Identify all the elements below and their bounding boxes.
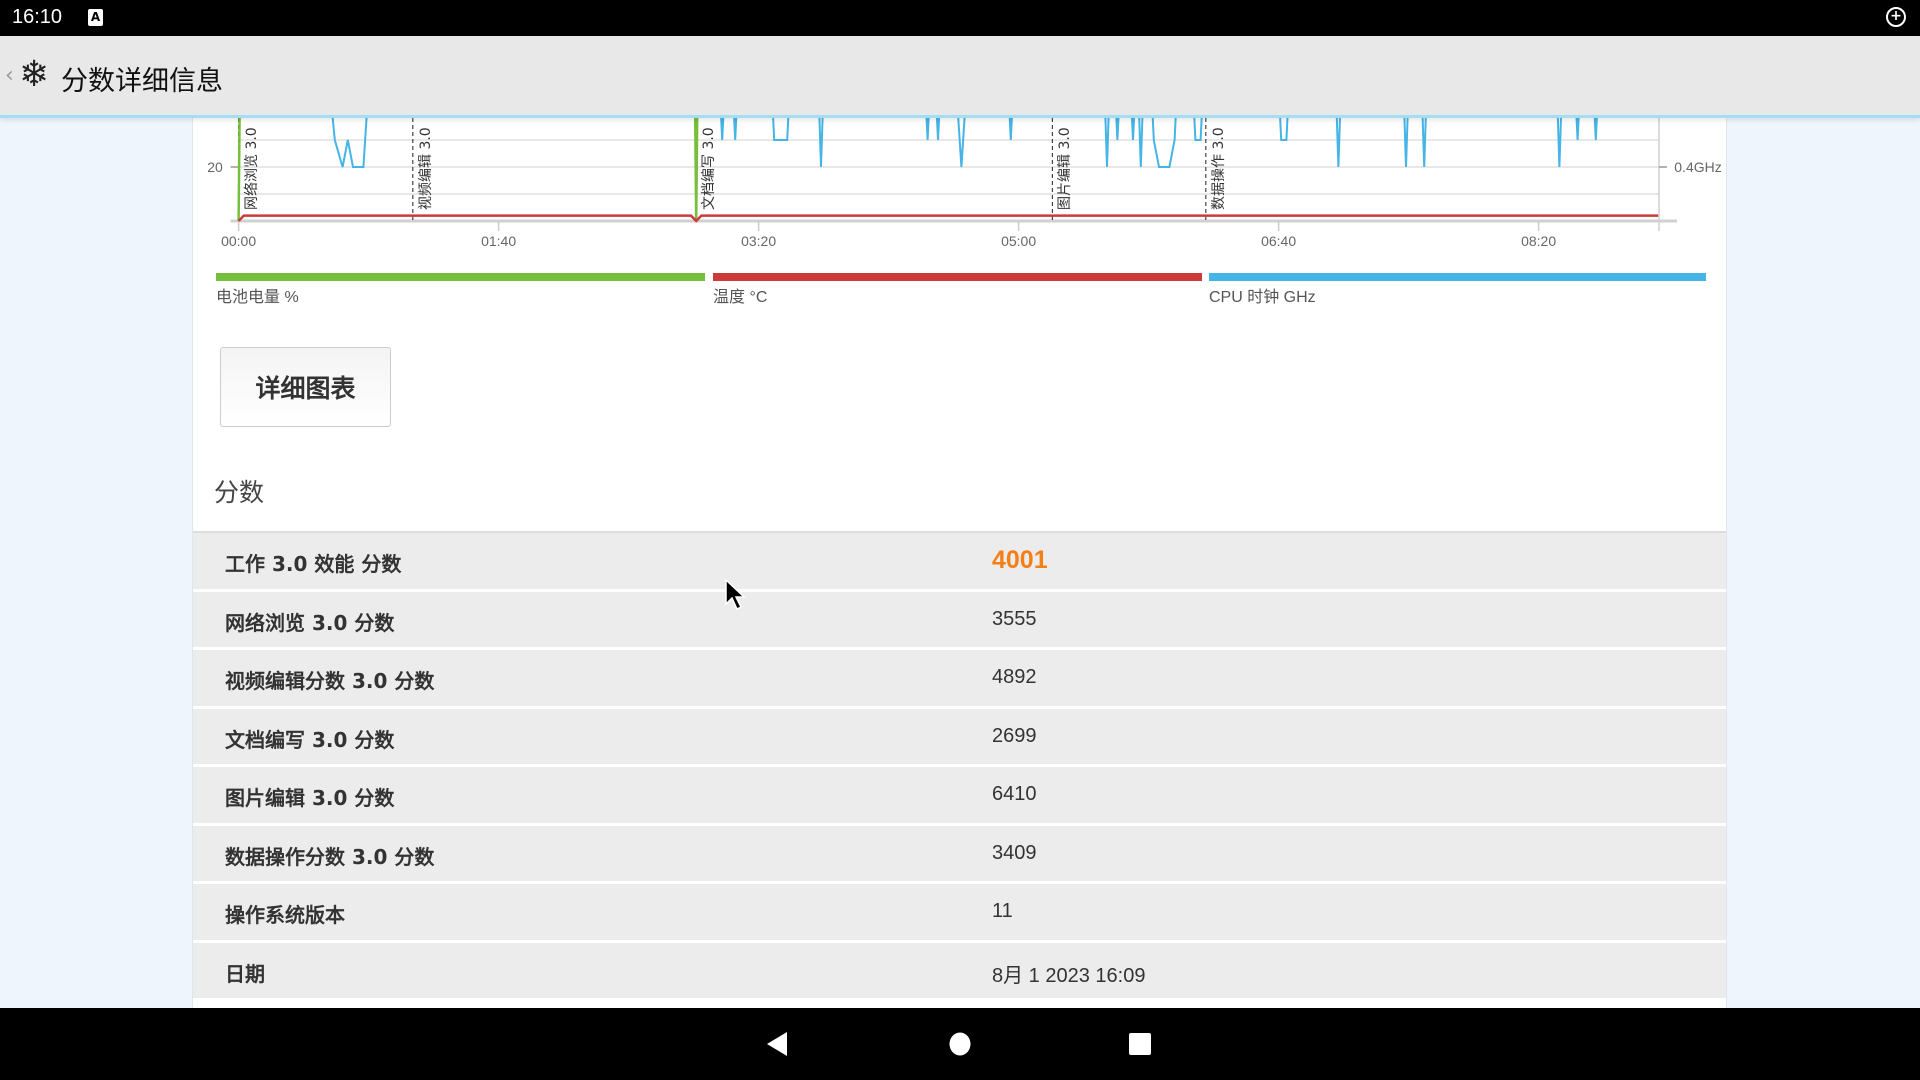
left-axis-tick: 20 [207, 159, 223, 175]
battery-series-line [237, 118, 699, 222]
row-value: 4892 [992, 666, 1037, 688]
row-value: 8月 1 2023 16:09 [992, 964, 1146, 987]
x-tick-label: 00:00 [221, 233, 257, 249]
home-icon[interactable] [949, 1032, 971, 1056]
row-label: 数据操作分数 3.0 分数 [225, 844, 435, 869]
right-axis-tick: 0.4GHz [1674, 159, 1722, 175]
navigation-bar [0, 1008, 1920, 1080]
temperature-series-line [237, 214, 1659, 223]
chart-plot [230, 118, 1677, 231]
table-row: 文档编写 3.0 分数 2699 [193, 708, 1726, 767]
marker-label: 文档编写 3.0 [701, 127, 718, 210]
table-row: 操作系统版本 11 [193, 884, 1726, 943]
detail-chart-button[interactable]: 详细图表 [220, 347, 391, 427]
table-row: 日期 8月 1 2023 16:09 [193, 942, 1726, 1001]
legend-temperature-swatch [713, 273, 1202, 281]
recents-icon[interactable] [1128, 1032, 1152, 1056]
cpu-series-line [331, 118, 1598, 168]
scores-table: 工作 3.0 效能 分数 4001 网络浏览 3.0 分数 3555 视频编辑分数 … [193, 531, 1726, 1001]
row-value: 2699 [992, 724, 1037, 747]
marker-label: 数据操作 3.0 [1210, 127, 1227, 210]
marker-label: 视频编辑 3.0 [417, 127, 434, 210]
snowflake-icon: ❄ [19, 54, 50, 95]
status-bar: 16:10 A + [0, 0, 1920, 36]
row-label: 工作 3.0 效能 分数 [225, 552, 402, 576]
table-row: 视频编辑分数 3.0 分数 4892 [193, 650, 1726, 709]
chart: 00:00 01:40 03:20 05:00 06:40 08:20 网络浏览 3.0 视频… [193, 118, 1726, 340]
row-label: 操作系统版本 [225, 903, 345, 927]
page-title: 分数详细信息 [61, 66, 223, 97]
table-row: 图片编辑 3.0 分数 6410 [193, 767, 1726, 826]
table-row: 网络浏览 3.0 分数 3555 [193, 591, 1726, 650]
row-value: 3409 [992, 841, 1037, 864]
scores-heading: 分数 [214, 478, 265, 507]
legend-battery: 电池电量 % [216, 289, 299, 306]
row-value: 4001 [992, 546, 1048, 574]
back-icon[interactable] [765, 1031, 789, 1057]
mouse-cursor-icon [725, 578, 746, 611]
marker-label: 图片编辑 3.0 [1057, 127, 1074, 210]
legend-temperature: 温度 °C [713, 289, 768, 306]
status-time: 16:10 [12, 6, 63, 28]
a-icon: A [88, 9, 103, 26]
legend-cpu-swatch [1209, 273, 1706, 281]
x-tick-label: 05:00 [1001, 233, 1037, 249]
row-label: 图片编辑 3.0 分数 [225, 786, 395, 810]
x-tick-label: 08:20 [1521, 233, 1557, 249]
row-label: 网络浏览 3.0 分数 [225, 610, 395, 635]
row-value: 6410 [992, 783, 1037, 805]
marker-label: 网络浏览 3.0 [243, 127, 260, 210]
row-label: 文档编写 3.0 分数 [225, 727, 395, 752]
table-row: 数据操作分数 3.0 分数 3409 [193, 825, 1726, 884]
legend-battery-swatch [216, 273, 705, 281]
chevron-left-icon[interactable]: ‹ [5, 63, 14, 88]
x-tick-label: 01:40 [481, 233, 517, 249]
row-value: 3555 [992, 607, 1037, 630]
sync-icon: + [1886, 7, 1906, 27]
legend-cpu: CPU 时钟 GHz [1209, 289, 1316, 306]
content-panel: 00:00 01:40 03:20 05:00 06:40 08:20 网络浏览 3.0 视频… [192, 118, 1727, 1008]
table-row: 工作 3.0 效能 分数 4001 [193, 533, 1726, 592]
row-label: 日期 [225, 961, 265, 986]
row-label: 视频编辑分数 3.0 分数 [225, 669, 435, 693]
row-value: 11 [992, 900, 1013, 922]
x-tick-label: 06:40 [1261, 233, 1297, 249]
x-tick-label: 03:20 [741, 233, 777, 249]
app-bar: ‹ ❄ 分数详细信息 [0, 36, 1920, 118]
